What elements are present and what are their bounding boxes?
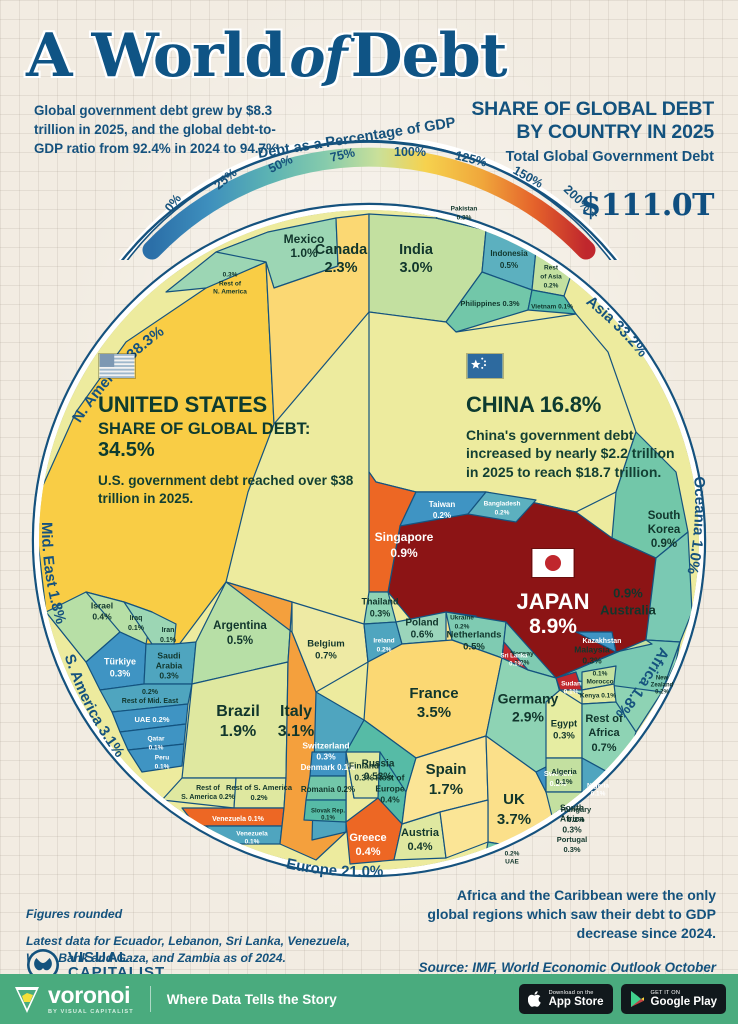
voronoi-cells-group [39,210,699,870]
bottombar-divider [149,986,151,1012]
voronoi-wordmark: voronoi [48,981,131,1008]
title-part2: Debt [350,21,508,91]
app-store-big-label: App Store [548,995,604,1008]
subtitle: SHARE OF GLOBAL DEBT BY COUNTRY IN 2025 [471,98,714,143]
callout-china-name: CHINA 16.8% [466,392,602,417]
cell-kazakhstan[interactable] [575,631,617,653]
footnotes: Figures rounded Latest data for Ecuador,… [26,906,356,968]
title-part1: A World [26,21,286,91]
page-title: A WorldofDebt [26,26,716,86]
bottom-bar: voronoi BY VISUAL CAPITALIST Where Data … [0,974,738,1024]
callout-united-states[interactable]: UNITED STATES SHARE OF GLOBAL DEBT: 34.5… [98,353,368,508]
ring-outer-rail [116,140,622,268]
cell-iran[interactable] [123,601,177,645]
cell-new-zealand[interactable] [661,641,681,693]
cell-malaysia[interactable] [555,639,653,679]
cell-peru[interactable] [127,743,185,773]
cell-sri-lanka[interactable] [501,641,529,671]
cell-rest-of-middle-east[interactable] [99,683,193,713]
app-store-small-label: Download on the [548,989,594,996]
legend: Debt as a Percentage of GDP 0% 25% 50% 7… [0,115,738,268]
us-flag-icon [98,353,136,379]
voronoi-tagline: Where Data Tells the Story [166,991,337,1007]
header: A WorldofDebt Global government debt gre… [0,0,738,223]
callout-us-body: U.S. government debt reached over $38 tr… [98,473,354,506]
voronoi-logo-icon [15,987,39,1013]
label-portugal-name: Portugal [557,835,587,844]
ring-inner-rail [125,139,613,263]
chart-outer-ring [31,202,707,878]
legend-gradient-bar [142,147,596,260]
google-play-small-label: GET IT ON [650,989,681,996]
footnote-latest-data: Latest data for Ecuador, Lebanon, Sri La… [26,933,350,966]
cell-south-africa[interactable] [545,791,619,857]
cell-colombia[interactable] [233,777,287,809]
voronoi-chart: 0.3% Rest of N. America Mexico 1.0% Cana… [16,192,722,898]
voronoi-byline: BY VISUAL CAPITALIST [48,1008,134,1015]
google-play-button[interactable]: GET IT ON Google Play [620,984,726,1014]
china-flag-icon [466,353,504,379]
voronoi-svg: 0.3% Rest of N. America Mexico 1.0% Cana… [31,202,708,880]
callout-us-share-label: SHARE OF GLOBAL DEBT: [98,420,311,438]
callout-china[interactable]: CHINA 16.8% China's government debt incr… [466,353,676,481]
label-czechia-name: UAE [505,859,519,866]
footnote-figures-rounded: Figures rounded [26,907,123,921]
google-play-big-label: Google Play [650,995,717,1008]
svg-text:0.3%: 0.3% [562,824,582,834]
cell-uk-lower[interactable] [439,799,489,859]
callout-japan[interactable]: JAPAN 8.9% [493,548,613,639]
google-play-icon [630,991,644,1007]
total-debt-value: $111.0T [580,188,714,223]
cell-belgium[interactable] [291,601,369,693]
callout-japan-name: JAPAN [516,589,590,614]
vc-line1: VISUAL [68,948,130,966]
total-debt-label: Total Global Government Debt [505,149,714,165]
cell-saudi-arabia[interactable] [143,641,197,685]
cell-bangladesh[interactable] [467,491,537,523]
intro-paragraph: Global government debt grew by $8.3 tril… [34,103,282,157]
callout-us-share-value: 34.5% [98,439,155,461]
apple-icon [527,991,541,1007]
chart-ring-gap [34,205,704,875]
svg-text:0.2%: 0.2% [505,851,520,858]
callout-us-name: UNITED STATES [98,392,267,417]
japan-flag-icon [531,548,575,578]
closing-note: Africa and the Caribbean were the only g… [427,887,716,942]
cell-slovak-rep[interactable] [303,799,347,823]
app-store-button[interactable]: Download on the App Store [518,984,613,1014]
title-of: of [289,25,347,89]
callout-japan-value: 8.9% [529,615,577,638]
label-pakistan-name: Pakistan [451,206,478,213]
svg-text:0.2%: 0.2% [567,815,584,824]
legend-tick-100: 100% [394,145,426,159]
cell-algeria[interactable] [545,757,583,793]
svg-text:0.3%: 0.3% [563,845,580,854]
callout-china-body: China's government debt increased by nea… [466,427,675,480]
cell-egypt[interactable] [545,689,583,759]
visual-capitalist-mark-icon [27,949,59,981]
cell-romania[interactable] [305,775,347,801]
cell-denmark[interactable] [309,751,347,777]
callout-us-share: SHARE OF GLOBAL DEBT: 34.5% [98,420,368,462]
